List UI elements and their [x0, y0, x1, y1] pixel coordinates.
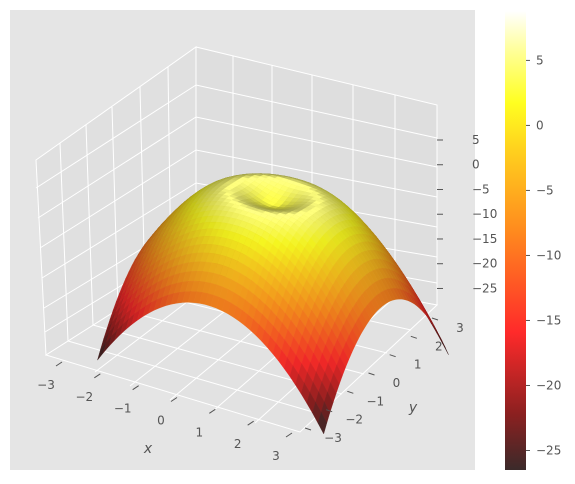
- x-tick-label: −1: [114, 402, 132, 416]
- x-tick-label: 0: [157, 414, 165, 428]
- z-tick-label: 5: [472, 133, 480, 147]
- colorbar-tick-label: −20: [536, 378, 561, 392]
- y-tick-label: 3: [456, 321, 464, 335]
- colorbar-tick-label: −5: [536, 183, 554, 197]
- z-tick-label: −25: [472, 281, 497, 295]
- y-tick-label: 1: [414, 358, 422, 372]
- x-tick-mark: [170, 397, 178, 402]
- x-tick-label: −2: [75, 390, 93, 404]
- x-axis-label: x: [143, 441, 153, 457]
- colorbar: 5 0 −5 −10 −15 −20 −25: [505, 11, 561, 470]
- y-tick-label: −1: [366, 394, 384, 408]
- colorbar-gradient: [505, 11, 526, 470]
- z-tick-label: −15: [472, 232, 497, 246]
- x-axis: −3 −2 −1 0 1 2 3 x: [37, 361, 293, 463]
- x-tick-label: 1: [196, 425, 204, 439]
- x-tick-label: 2: [234, 437, 242, 451]
- x-tick-mark: [55, 361, 63, 367]
- z-tick-label: −10: [472, 207, 497, 221]
- z-tick-label: 0: [472, 158, 480, 172]
- x-tick-mark: [94, 373, 101, 379]
- x-tick-label: 3: [272, 449, 280, 463]
- y-tick-mark: [304, 427, 312, 431]
- y-tick-label: 2: [435, 339, 443, 353]
- x-tick-mark: [285, 432, 293, 438]
- colorbar-tick-label: −10: [536, 248, 561, 262]
- z-axis: 5 0 −5 −10 −15 −20 −25: [437, 133, 497, 295]
- z-tick-label: −20: [472, 257, 497, 271]
- y-tick-label: 0: [393, 376, 401, 390]
- y-axis-label: y: [408, 400, 418, 416]
- y-tick-mark: [347, 390, 354, 394]
- surface-facet: [317, 411, 328, 435]
- y-tick-mark: [326, 409, 333, 413]
- colorbar-tick-label: −25: [536, 443, 561, 457]
- y-tick-mark: [410, 335, 417, 339]
- y-tick-mark: [389, 354, 396, 358]
- colorbar-tick-label: −15: [536, 313, 561, 327]
- y-tick-label: −2: [345, 413, 363, 427]
- x-tick-label: −3: [37, 378, 55, 392]
- surface-mesh: [97, 173, 449, 435]
- y-tick-mark: [368, 372, 375, 376]
- colorbar-tick-label: 0: [536, 118, 544, 132]
- x-tick-mark: [209, 408, 216, 414]
- x-tick-mark: [132, 385, 139, 391]
- y-tick-mark: [431, 317, 439, 321]
- z-tick-label: −5: [472, 182, 490, 196]
- y-tick-label: −3: [324, 431, 342, 445]
- x-tick-mark: [247, 420, 254, 426]
- colorbar-tick-label: 5: [536, 53, 544, 67]
